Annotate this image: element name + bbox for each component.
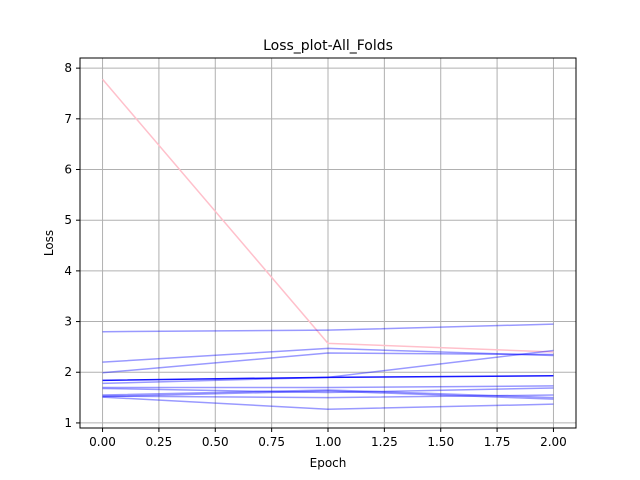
x-tick-label: 0.25 — [146, 435, 173, 449]
y-axis-label: Loss — [42, 230, 56, 256]
x-tick-label: 1.25 — [371, 435, 398, 449]
series-line-10 — [102, 390, 554, 400]
y-tick-label: 6 — [64, 163, 72, 177]
x-axis: 0.00 0.25 0.50 0.75 1.00 1.25 1.50 1.75 2.00 — [89, 428, 567, 449]
x-tick-label: 0.50 — [202, 435, 229, 449]
series-line-6 — [102, 385, 554, 389]
y-tick-label: 2 — [64, 365, 72, 379]
x-tick-label: 2.00 — [540, 435, 567, 449]
series-line-8 — [102, 389, 554, 399]
series-line-2 — [102, 347, 554, 363]
y-tick-label: 8 — [64, 61, 72, 75]
series-line-7 — [102, 387, 554, 394]
y-tick-label: 5 — [64, 213, 72, 227]
series-line-1 — [102, 323, 554, 333]
series-line-pink — [101, 78, 554, 353]
series-line-9 — [102, 394, 554, 399]
series-layer — [101, 78, 554, 410]
y-tick-label: 7 — [64, 112, 72, 126]
grid-lines — [80, 58, 576, 428]
x-tick-label: 0.00 — [89, 435, 116, 449]
y-tick-label: 3 — [64, 315, 72, 329]
x-tick-label: 1.50 — [427, 435, 454, 449]
y-axis: 1 2 3 4 5 6 7 8 — [64, 61, 80, 430]
x-tick-label: 1.75 — [484, 435, 511, 449]
x-tick-label: 1.00 — [315, 435, 342, 449]
x-tick-label: 0.75 — [258, 435, 285, 449]
y-tick-label: 4 — [64, 264, 72, 278]
chart-title: Loss_plot-All_Folds — [263, 38, 393, 54]
y-tick-label: 1 — [64, 416, 72, 430]
x-axis-label: Epoch — [310, 456, 347, 470]
series-line-5 — [102, 375, 554, 382]
series-line-11 — [102, 396, 554, 410]
series-line-3 — [102, 352, 554, 374]
